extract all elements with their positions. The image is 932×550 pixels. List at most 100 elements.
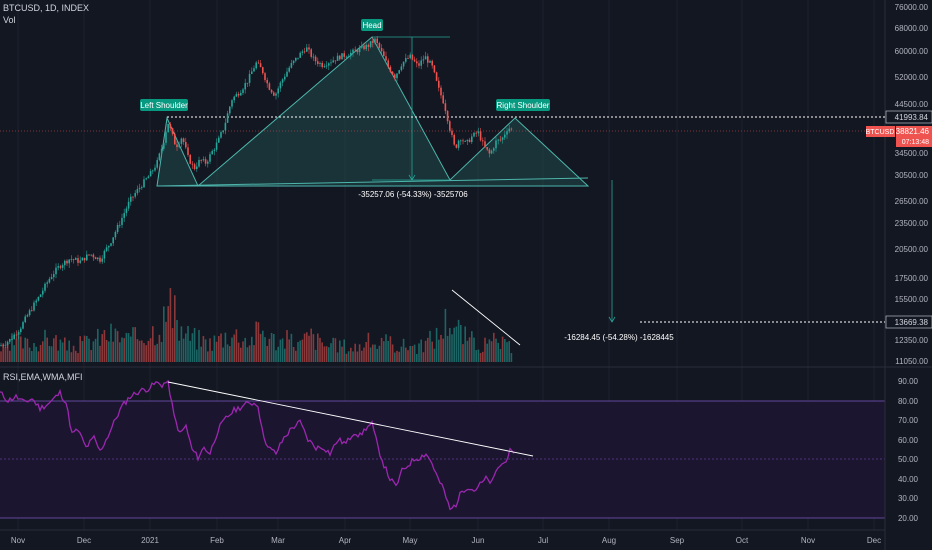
volume-bar: [15, 338, 18, 362]
volume-bar: [75, 350, 77, 362]
candle-body: [356, 50, 359, 53]
rsi-tick: 50.00: [898, 455, 919, 464]
right-shoulder-label[interactable]: Right Shoulder: [496, 99, 550, 111]
candle-body: [488, 149, 491, 154]
volume-bar: [286, 330, 288, 362]
candle-body: [466, 139, 469, 142]
left-shoulder-text: Left Shoulder: [140, 101, 188, 110]
candle-body: [64, 260, 66, 266]
volume-bar: [226, 344, 229, 362]
price-tick: 52000.00: [895, 73, 929, 82]
volume-bar: [407, 350, 409, 362]
volume-legend[interactable]: Vol: [3, 15, 16, 25]
candle-body: [407, 58, 409, 59]
target-measure-label: -16284.45 (-54.28%) -1628445: [564, 333, 674, 342]
candle-body: [486, 147, 488, 150]
candle-body: [9, 339, 11, 342]
volume-bar: [319, 337, 321, 362]
volume-bar: [257, 322, 260, 362]
rsi-trendline[interactable]: [167, 381, 534, 457]
rsi-tick: 40.00: [898, 475, 919, 484]
candle-body: [343, 53, 345, 57]
volume-bar: [312, 334, 315, 362]
time-label: 2021: [141, 536, 159, 545]
symbol-legend[interactable]: BTCUSD, 1D, INDEX: [3, 3, 90, 13]
candle-body: [77, 258, 79, 263]
candle-body: [244, 83, 246, 90]
candle-body: [345, 56, 348, 58]
candle-body: [444, 103, 447, 112]
candle-body: [446, 111, 449, 122]
volume-trendline[interactable]: [451, 289, 521, 346]
time-axis[interactable]: Nov Dec 2021 Feb Mar Apr May Jun Jul Aug…: [11, 536, 881, 545]
candle-body: [273, 92, 275, 96]
candle-body: [130, 196, 132, 202]
candle-body: [72, 259, 75, 261]
candle-body: [396, 73, 398, 79]
candle-body: [457, 140, 460, 148]
candle-body: [121, 217, 123, 225]
rsi-legend[interactable]: RSI,EMA,WMA,MFI: [3, 372, 83, 382]
candle-body: [438, 80, 440, 88]
volume-bar: [457, 319, 460, 362]
volume-bar: [121, 337, 123, 362]
time-label: Apr: [339, 536, 352, 545]
volume-bar: [42, 341, 44, 362]
candle-body: [97, 257, 99, 260]
volume-bar: [281, 338, 284, 362]
candle-body: [268, 83, 271, 90]
volume-bar: [449, 327, 451, 362]
volume-bar: [411, 345, 414, 362]
time-label: Jul: [538, 536, 548, 545]
volume-bar: [398, 351, 400, 362]
time-label: Dec: [867, 536, 881, 545]
candle-body: [143, 179, 145, 188]
candle-body: [262, 67, 264, 74]
candle-body: [433, 65, 436, 73]
volume-bar: [20, 336, 22, 362]
rsi-tick: 30.00: [898, 494, 919, 503]
candle-body: [281, 79, 284, 83]
volume-bar: [44, 329, 46, 362]
neckline[interactable]: [156, 177, 589, 187]
candle-body: [240, 92, 242, 96]
volume-bar: [123, 338, 125, 362]
rsi-axis[interactable]: 90.00 80.00 70.00 60.00 50.00 40.00 30.0…: [898, 377, 919, 523]
volume-bar: [185, 333, 187, 362]
volume-bar: [105, 340, 108, 362]
candle-body: [185, 142, 187, 148]
volume-bar: [479, 352, 482, 362]
volume-bar: [292, 347, 295, 362]
candle-body: [504, 134, 506, 138]
candle-body: [75, 258, 77, 260]
head-label[interactable]: Head: [361, 19, 383, 31]
candle-body: [127, 201, 130, 209]
candle-body: [347, 56, 350, 57]
volume-bar: [365, 342, 367, 362]
candle-body: [11, 338, 13, 340]
candle-body: [369, 41, 372, 47]
volume-bar: [438, 339, 440, 362]
volume-bar: [374, 344, 376, 362]
candle-body: [427, 56, 429, 63]
price-axis[interactable]: 76000.00 68000.00 60000.00 52000.00 4450…: [895, 3, 929, 366]
time-label: May: [402, 536, 417, 545]
candle-body: [372, 41, 374, 43]
volume-bar: [332, 337, 334, 362]
volume-bar: [484, 337, 486, 362]
volume-bar: [26, 338, 29, 362]
candle-body: [119, 224, 121, 226]
candle-body: [101, 258, 103, 262]
candle-body: [108, 245, 110, 248]
candle-body: [501, 137, 504, 140]
rsi-line: [0, 379, 515, 511]
left-shoulder-label[interactable]: Left Shoulder: [140, 99, 188, 111]
volume-bar: [209, 338, 211, 362]
volume-bar: [11, 333, 13, 362]
volume-bar: [378, 345, 381, 362]
volume-bar: [297, 342, 299, 362]
time-label: Jun: [472, 536, 485, 545]
candle-body: [374, 38, 376, 43]
volume-bar: [446, 335, 449, 362]
